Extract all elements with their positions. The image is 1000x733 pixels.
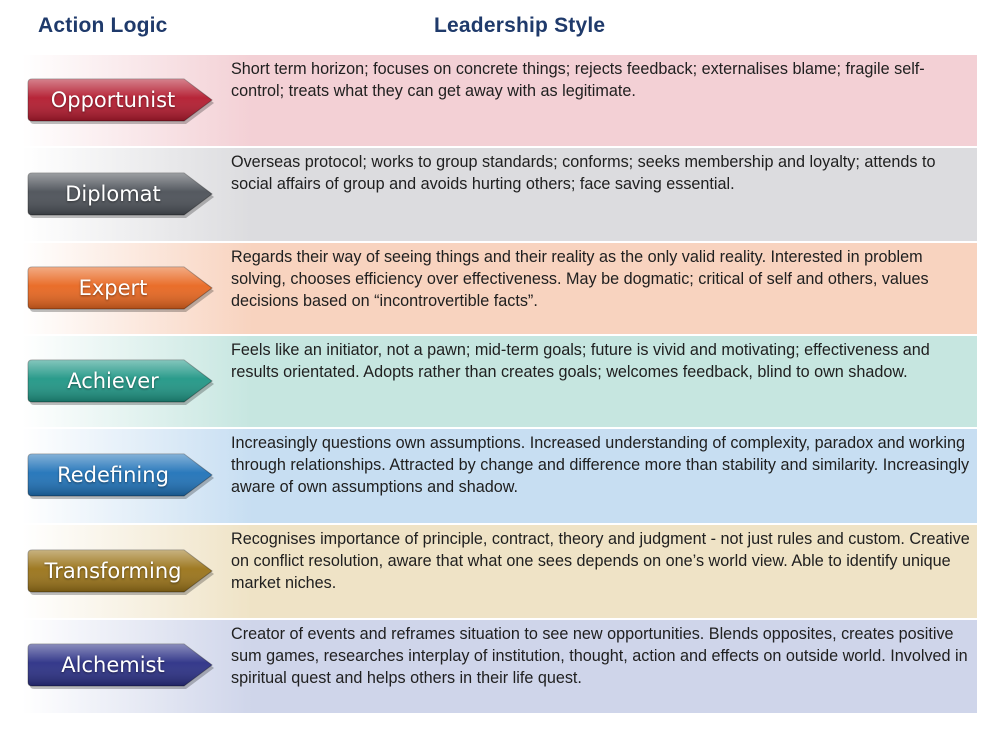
leadership-style-description: Recognises importance of principle, cont… [231,530,970,592]
action-logic-label: Expert [78,276,148,300]
leadership-style-description: Short term horizon; focuses on concrete … [231,60,925,100]
leadership-style-header: Leadership Style [434,14,606,37]
arrow-shape [27,643,214,689]
action-logic-label: Alchemist [61,653,165,677]
action-logic-arrow-tag: Diplomat [26,171,214,218]
leadership-style-description: Feels like an initiator, not a pawn; mid… [231,341,930,381]
action-logic-arrow-tag: Transforming [26,548,214,595]
action-logic-arrow-tag: Redefining [26,452,214,499]
action-logic-arrow-tag: Expert [26,265,214,312]
arrow-shape [27,549,214,595]
action-logic-row: Achiever Feels like an initiator, not a p… [22,336,977,427]
action-logic-label: Transforming [44,559,182,583]
leadership-style-description: Creator of events and reframes situation… [231,625,968,687]
arrow-shape [27,266,214,312]
action-logic-row: Transforming Recognises importance of pri… [22,525,977,618]
arrow-shape [27,78,214,124]
action-logic-label: Achiever [67,369,159,393]
action-logic-label: Redefining [57,463,169,487]
action-logic-row: Diplomat Overseas protocol; works to grou… [22,148,977,241]
arrow-shape [27,453,214,499]
leadership-style-description: Regards their way of seeing things and t… [231,248,929,310]
arrow-shape [27,172,214,218]
leadership-style-description: Overseas protocol; works to group standa… [231,153,936,193]
action-logic-row: Redefining Increasingly questions own ass… [22,429,977,523]
action-logic-arrow-tag: Achiever [26,358,214,405]
action-logic-label: Opportunist [50,88,176,112]
action-logic-row: Alchemist Creator of events and reframes … [22,620,977,713]
action-logic-arrow-tag: Opportunist [26,77,214,124]
leadership-style-description: Increasingly questions own assumptions. … [231,434,970,496]
action-logic-header: Action Logic [38,14,168,37]
action-logic-row: Expert Regards their way of seeing things… [22,243,977,334]
arrow-shape [27,359,214,405]
action-logic-label: Diplomat [65,182,161,206]
action-logic-row: Opportunist Short term horizon; focuses o… [22,55,977,146]
action-logic-arrow-tag: Alchemist [26,642,214,689]
